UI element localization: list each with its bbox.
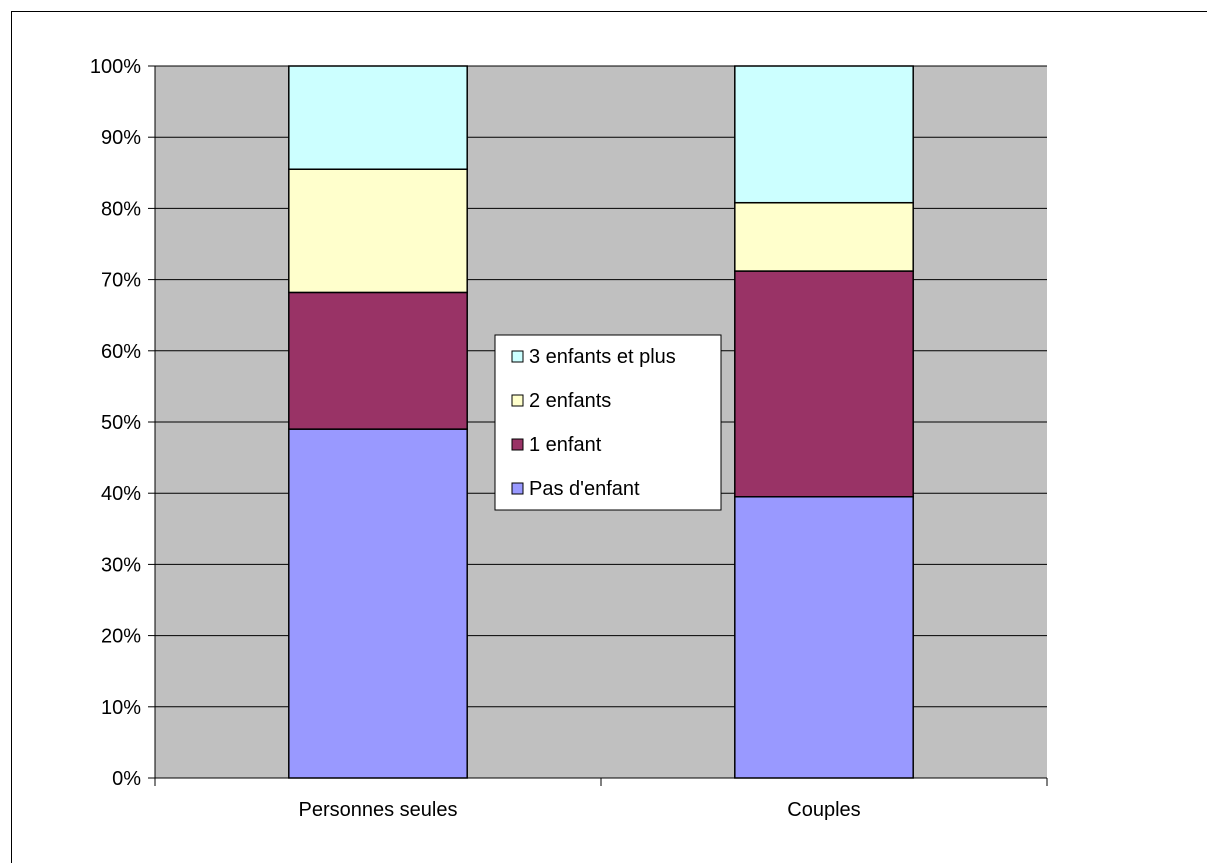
bar-segment (288, 428, 468, 779)
bar-segment (734, 65, 914, 204)
legend-swatch (511, 482, 524, 495)
y-tick-label: 70% (101, 270, 141, 292)
y-tick-label: 50% (101, 412, 141, 434)
bar-segment (288, 65, 468, 170)
y-tick-label: 100% (90, 56, 141, 78)
legend-entry: 1 enfant (529, 434, 602, 456)
legend-swatch (511, 394, 524, 407)
bar-segment (734, 201, 914, 272)
y-tick-label: 30% (101, 554, 141, 576)
y-tick-label: 0% (112, 768, 141, 790)
y-tick-label: 60% (101, 341, 141, 363)
y-tick-label: 80% (101, 198, 141, 220)
y-tick-label: 10% (101, 697, 141, 719)
bars (288, 65, 914, 779)
bar-segment (734, 496, 914, 779)
legend-entry: Pas d'enfant (529, 478, 640, 500)
legend-swatch (511, 438, 524, 451)
y-tick-label: 40% (101, 483, 141, 505)
chart-frame (11, 11, 1207, 863)
x-tick-label: Personnes seules (299, 799, 458, 821)
y-axis-ticks: 0% 10% 20% 30% 40% 50% 60% 70% 80% 90% 100% (90, 56, 155, 790)
legend-entry: 3 enfants et plus (529, 346, 676, 368)
legend-entry: 2 enfants (529, 390, 611, 412)
bar-segment (288, 291, 468, 430)
legend-box (494, 334, 722, 511)
x-tick-label: Couples (787, 799, 860, 821)
legend-swatch (511, 350, 524, 363)
bar-segment (288, 168, 468, 294)
y-tick-label: 20% (101, 626, 141, 648)
bar-segment (734, 270, 914, 498)
x-axis-ticks: Personnes seules Couples (154, 778, 1048, 821)
legend: 3 enfants et plus 2 enfants 1 enfant Pas d'… (494, 334, 722, 511)
y-tick-label: 90% (101, 127, 141, 149)
